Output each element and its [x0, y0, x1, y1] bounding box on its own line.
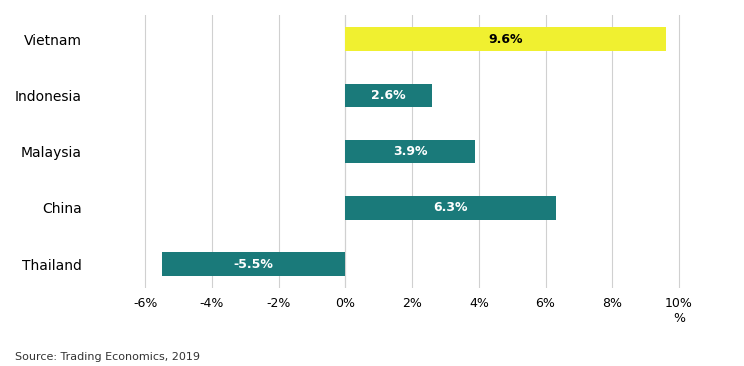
Text: -5.5%: -5.5% — [234, 258, 274, 270]
Text: 9.6%: 9.6% — [488, 33, 523, 46]
Text: 2.6%: 2.6% — [371, 89, 406, 102]
Bar — [162, 252, 345, 276]
Bar — [345, 196, 556, 220]
Bar — [345, 84, 432, 107]
Bar — [345, 140, 475, 164]
Text: 3.9%: 3.9% — [393, 145, 428, 158]
Bar — [345, 27, 666, 51]
Text: 6.3%: 6.3% — [433, 201, 468, 214]
Text: Source: Trading Economics, 2019: Source: Trading Economics, 2019 — [15, 352, 200, 362]
